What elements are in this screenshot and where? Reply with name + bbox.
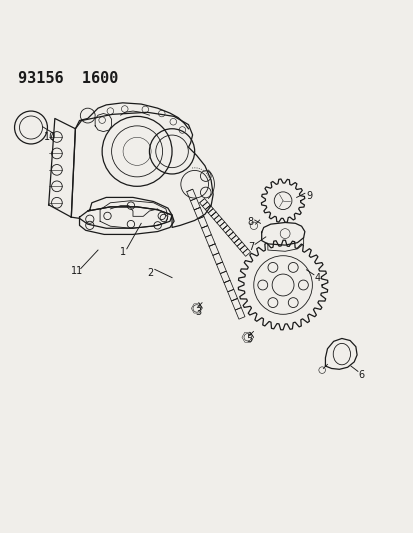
Text: 1: 1 [119,247,126,257]
Text: 11: 11 [70,266,83,277]
Text: 93156  1600: 93156 1600 [18,71,118,86]
Text: 4: 4 [313,272,320,282]
Text: 2: 2 [147,268,153,278]
Text: 8: 8 [247,217,253,228]
Text: 10: 10 [44,132,56,142]
Text: 5: 5 [245,334,252,344]
Text: 9: 9 [305,191,311,201]
Text: 6: 6 [357,370,363,379]
Text: 7: 7 [247,242,254,252]
Text: 3: 3 [195,306,202,317]
